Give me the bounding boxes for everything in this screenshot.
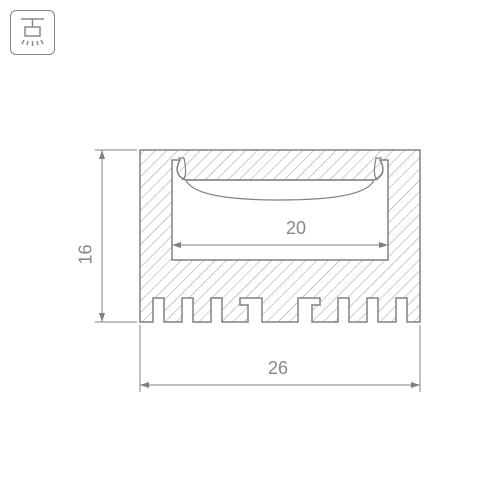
dimension-width-channel [172, 235, 388, 255]
label-height: 16 [76, 244, 97, 264]
label-width-overall: 26 [268, 358, 288, 379]
label-width-channel: 20 [286, 218, 306, 239]
dimension-height [95, 150, 137, 322]
profile-body [140, 150, 420, 322]
technical-drawing: 26 20 16 [0, 0, 500, 500]
